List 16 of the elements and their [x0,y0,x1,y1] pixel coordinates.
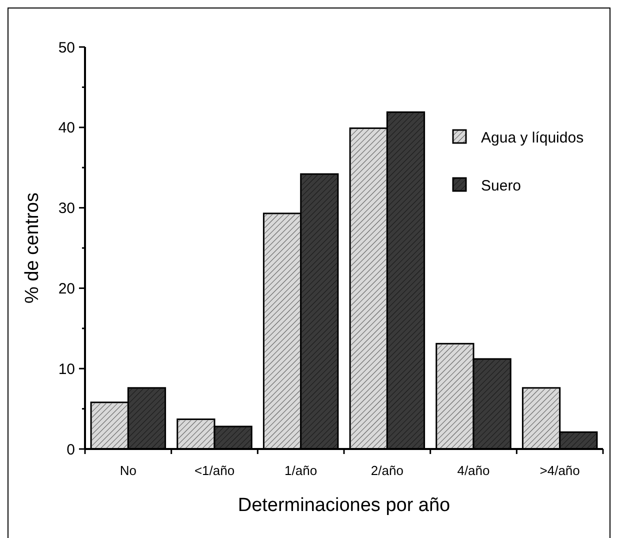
legend-label: Suero [481,177,522,194]
x-tick-label: <1/año [194,463,235,478]
y-tick-label: 50 [58,39,75,56]
x-axis-title: Determinaciones por año [238,495,450,516]
y-tick-label: 10 [58,360,75,378]
x-tick-label: 2/año [370,463,404,478]
y-tick-label: 0 [66,441,75,458]
y-axis-title: % de centros [22,192,43,304]
x-tick-label: No [120,463,136,478]
x-tick-label: >4/año [540,463,580,478]
x-tick-label: 1/año [284,463,318,478]
y-tick-label: 40 [58,120,75,137]
x-tick-label: 4/año [457,463,490,478]
y-tick-label: 30 [58,200,75,218]
y-tick-label: 20 [58,280,75,298]
legend-label: Agua y líquidos [481,129,584,146]
